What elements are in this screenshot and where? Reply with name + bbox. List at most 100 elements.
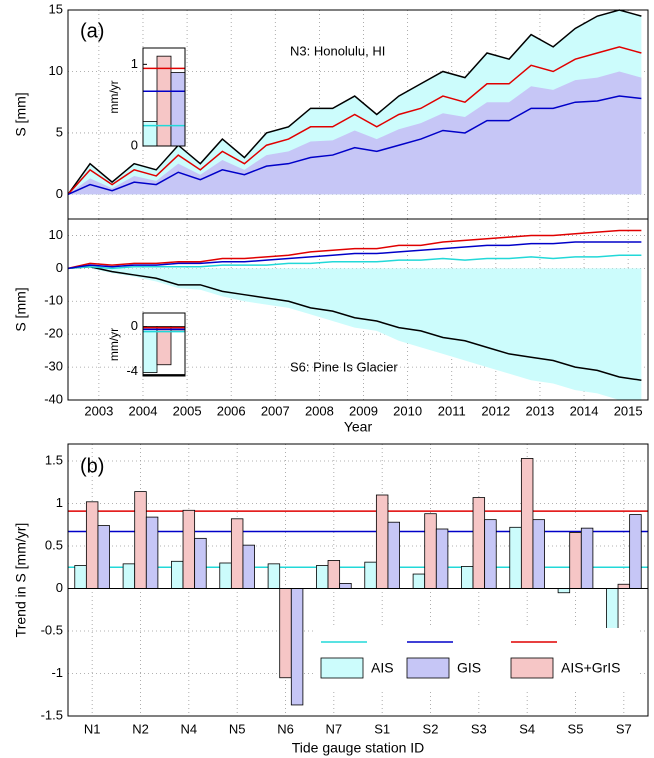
annotation: (a) xyxy=(80,20,104,42)
bar xyxy=(509,526,522,589)
bar xyxy=(194,537,207,589)
bar xyxy=(484,519,497,589)
bar xyxy=(532,519,545,589)
x-tick-label: N6 xyxy=(277,721,294,736)
bar xyxy=(580,527,594,589)
y-tick-label: 10 xyxy=(49,63,63,78)
bar xyxy=(182,509,196,589)
y-tick-label: -4 xyxy=(126,363,138,378)
x-tick-label: N1 xyxy=(84,721,101,736)
annotation: S6: Pine Is Glacier xyxy=(290,359,398,374)
line xyxy=(67,254,642,270)
x-tick-label: N5 xyxy=(229,721,246,736)
bar xyxy=(142,326,158,374)
bar xyxy=(171,560,184,589)
bar xyxy=(461,566,474,589)
bar xyxy=(557,588,571,594)
line xyxy=(67,46,642,195)
axes-frame xyxy=(67,218,649,401)
bar xyxy=(327,560,341,589)
y-tick-label: 0 xyxy=(131,137,138,152)
y-tick-label: 0 xyxy=(131,318,138,333)
x-tick-label: N2 xyxy=(132,721,149,736)
x-tick-label: 2013 xyxy=(525,403,554,418)
y-tick-label: 1.5 xyxy=(45,452,63,467)
bar xyxy=(316,565,329,589)
x-axis-label: Tide gauge station ID xyxy=(292,740,425,756)
y-tick-label: 1 xyxy=(131,56,138,71)
x-tick-label: 2005 xyxy=(173,403,202,418)
y-tick-label: 0 xyxy=(56,580,63,595)
line xyxy=(67,95,642,196)
bar xyxy=(424,513,437,589)
bar xyxy=(290,588,304,706)
bar xyxy=(156,55,172,147)
line xyxy=(67,229,642,270)
bar xyxy=(279,588,292,679)
y-axis-label: S [mm] xyxy=(13,92,29,136)
y-tick-label: 0 xyxy=(56,186,63,201)
x-tick-label: 2009 xyxy=(349,403,378,418)
legend-box xyxy=(315,628,640,690)
axes-frame xyxy=(67,443,649,717)
x-tick-label: 2012 xyxy=(481,403,510,418)
y-tick-label: -1.5 xyxy=(41,707,63,722)
y-axis-label: mm/yr xyxy=(107,328,121,361)
legend-label: AIS xyxy=(371,660,394,676)
axes-frame xyxy=(142,47,186,147)
x-tick-label: N4 xyxy=(181,721,198,736)
x-tick-label: 2011 xyxy=(438,403,466,418)
x-tick-label: S2 xyxy=(423,721,439,736)
y-tick-label: -0.5 xyxy=(41,622,63,637)
bar xyxy=(85,501,99,589)
x-tick-label: 2014 xyxy=(570,403,599,418)
bar xyxy=(219,562,232,589)
y-tick-label: -10 xyxy=(44,293,63,308)
x-tick-label: 2003 xyxy=(84,403,113,418)
y-axis-label: S [mm] xyxy=(13,287,29,331)
x-axis-label: Year xyxy=(344,419,373,435)
y-axis-label: mm/yr xyxy=(107,80,121,113)
bar xyxy=(145,516,159,589)
bar xyxy=(569,532,582,589)
x-tick-label: 2007 xyxy=(261,403,290,418)
y-tick-label: -1 xyxy=(51,665,63,680)
bar xyxy=(156,326,172,366)
x-tick-label: 2010 xyxy=(393,403,422,418)
x-tick-label: S4 xyxy=(519,721,535,736)
line xyxy=(67,241,642,270)
bar xyxy=(97,525,110,589)
bar xyxy=(412,573,426,589)
x-tick-label: 2015 xyxy=(614,403,643,418)
bar xyxy=(435,528,449,589)
y-tick-label: -40 xyxy=(44,391,63,406)
axes-frame xyxy=(142,312,186,377)
bar xyxy=(472,497,486,589)
legend-swatch xyxy=(320,657,364,679)
x-tick-label: 2004 xyxy=(129,403,158,418)
y-tick-label: -20 xyxy=(44,326,63,341)
annotation: N3: Honolulu, HI xyxy=(290,43,385,58)
y-tick-label: -30 xyxy=(44,359,63,374)
y-tick-label: 5 xyxy=(56,124,63,139)
x-tick-label: N7 xyxy=(326,721,343,736)
x-tick-label: 2008 xyxy=(305,403,334,418)
bar xyxy=(375,494,389,589)
area xyxy=(68,268,642,400)
x-tick-label: S3 xyxy=(471,721,487,736)
bar xyxy=(74,565,87,589)
bar xyxy=(520,458,534,589)
bar xyxy=(170,72,186,147)
x-tick-label: S5 xyxy=(568,721,584,736)
y-tick-label: 1 xyxy=(56,495,63,510)
bar xyxy=(387,521,400,589)
bar xyxy=(242,544,255,589)
bar xyxy=(339,583,352,589)
bar xyxy=(629,514,642,589)
annotation: (b) xyxy=(80,455,104,477)
bar xyxy=(617,583,631,589)
y-tick-label: 15 xyxy=(49,1,63,16)
bar xyxy=(364,561,377,589)
